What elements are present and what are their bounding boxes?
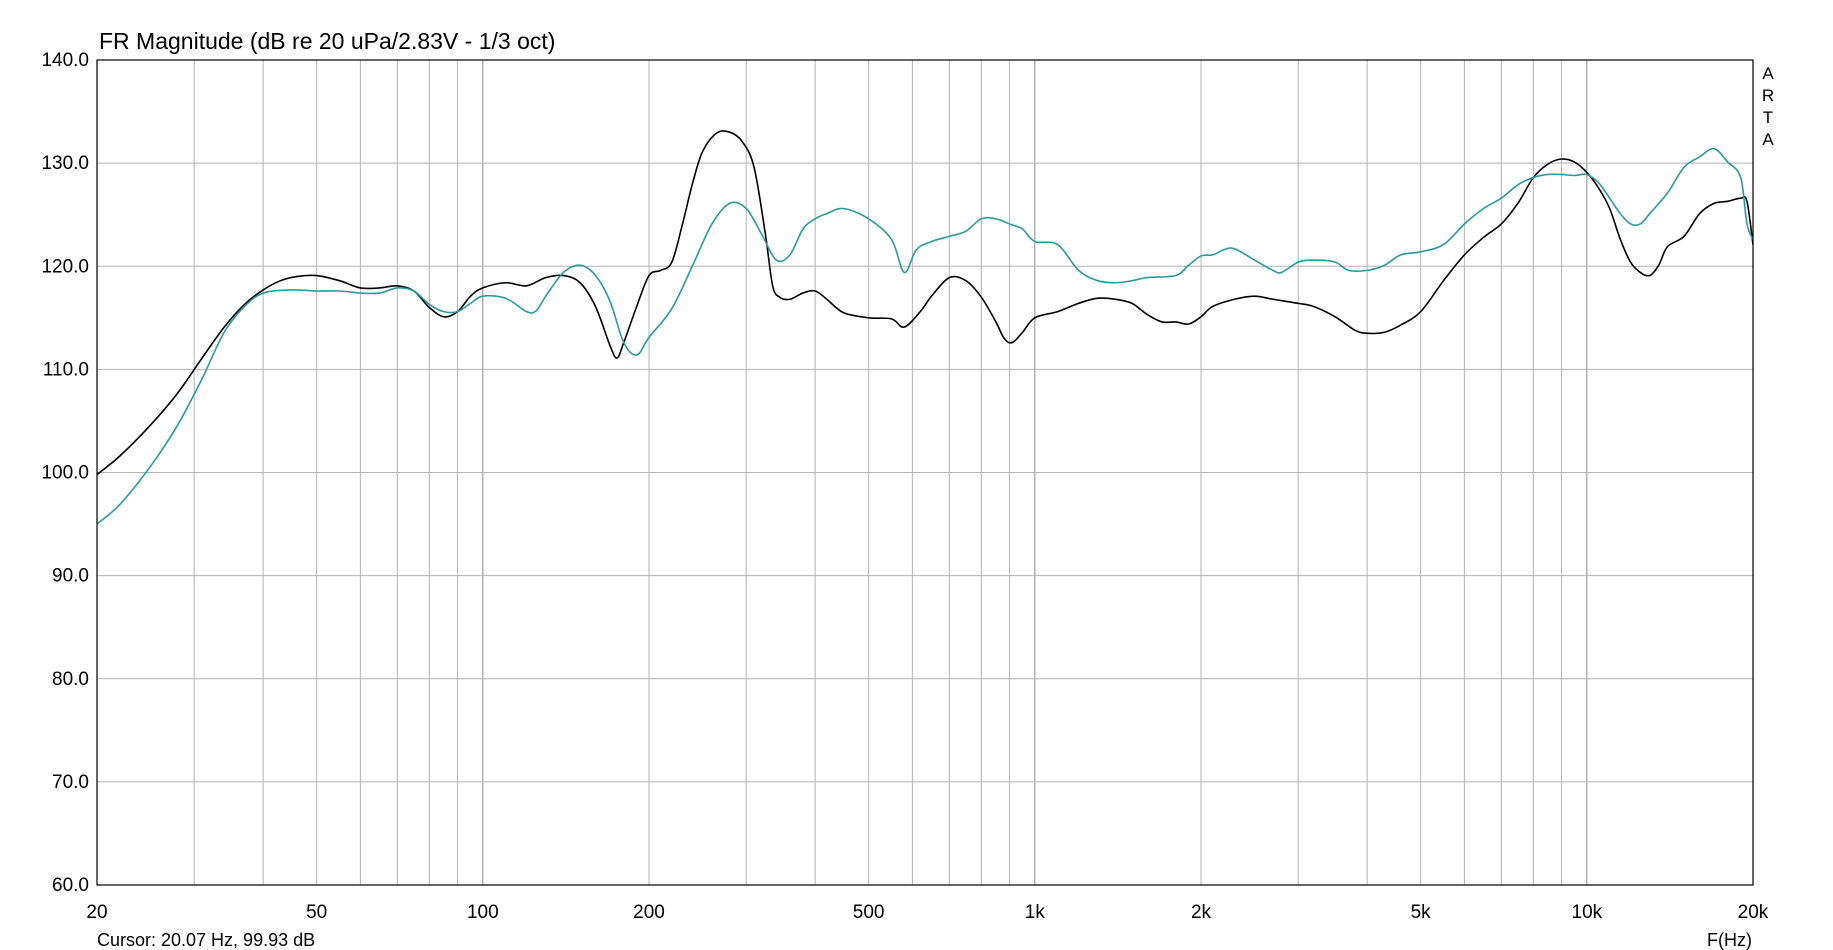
x-tick-label: 2k <box>1191 902 1212 923</box>
series-line-2 <box>96 147 1754 525</box>
cursor-readout: Cursor: 20.07 Hz, 99.93 dB <box>97 930 315 950</box>
y-tick-label: 120.0 <box>41 256 89 277</box>
chart-title: FR Magnitude (dB re 20 uPa/2.83V - 1/3 o… <box>99 28 555 54</box>
y-tick-label: 80.0 <box>52 669 89 690</box>
x-tick-labels: 20 50 100 200 500 1k 2k 5k 10k 20k <box>86 902 1768 923</box>
y-tick-label: 100.0 <box>41 463 89 484</box>
y-tick-label: 110.0 <box>43 359 89 380</box>
x-tick-label: 20k <box>1738 902 1769 923</box>
y-tick-label: 140.0 <box>41 50 89 71</box>
x-tick-label: 50 <box>306 902 327 923</box>
watermark-letter: R <box>1762 86 1774 105</box>
x-tick-label: 10k <box>1572 902 1603 923</box>
plot-frame <box>96 59 1754 886</box>
watermark-letter: T <box>1763 108 1773 127</box>
x-tick-label: 200 <box>633 902 665 923</box>
series-group <box>96 130 1754 525</box>
x-axis-label: F(Hz) <box>1707 930 1752 950</box>
x-tick-label: 500 <box>853 902 885 923</box>
x-tick-label: 5k <box>1411 902 1432 923</box>
grid <box>97 60 1753 885</box>
y-tick-label: 130.0 <box>41 153 89 174</box>
x-tick-label: 1k <box>1025 902 1046 923</box>
y-tick-labels: 60.0 70.0 80.0 90.0 100.0 110.0 120.0 130.0 140.… <box>41 50 89 896</box>
y-tick-label: 90.0 <box>52 566 89 587</box>
y-tick-label: 60.0 <box>52 875 89 896</box>
y-tick-label: 70.0 <box>52 772 89 793</box>
x-tick-label: 100 <box>467 902 499 923</box>
watermark-letter: A <box>1762 64 1774 83</box>
x-tick-label: 20 <box>86 902 107 923</box>
series-line-1 <box>96 130 1754 476</box>
watermark-letter: A <box>1762 130 1774 149</box>
